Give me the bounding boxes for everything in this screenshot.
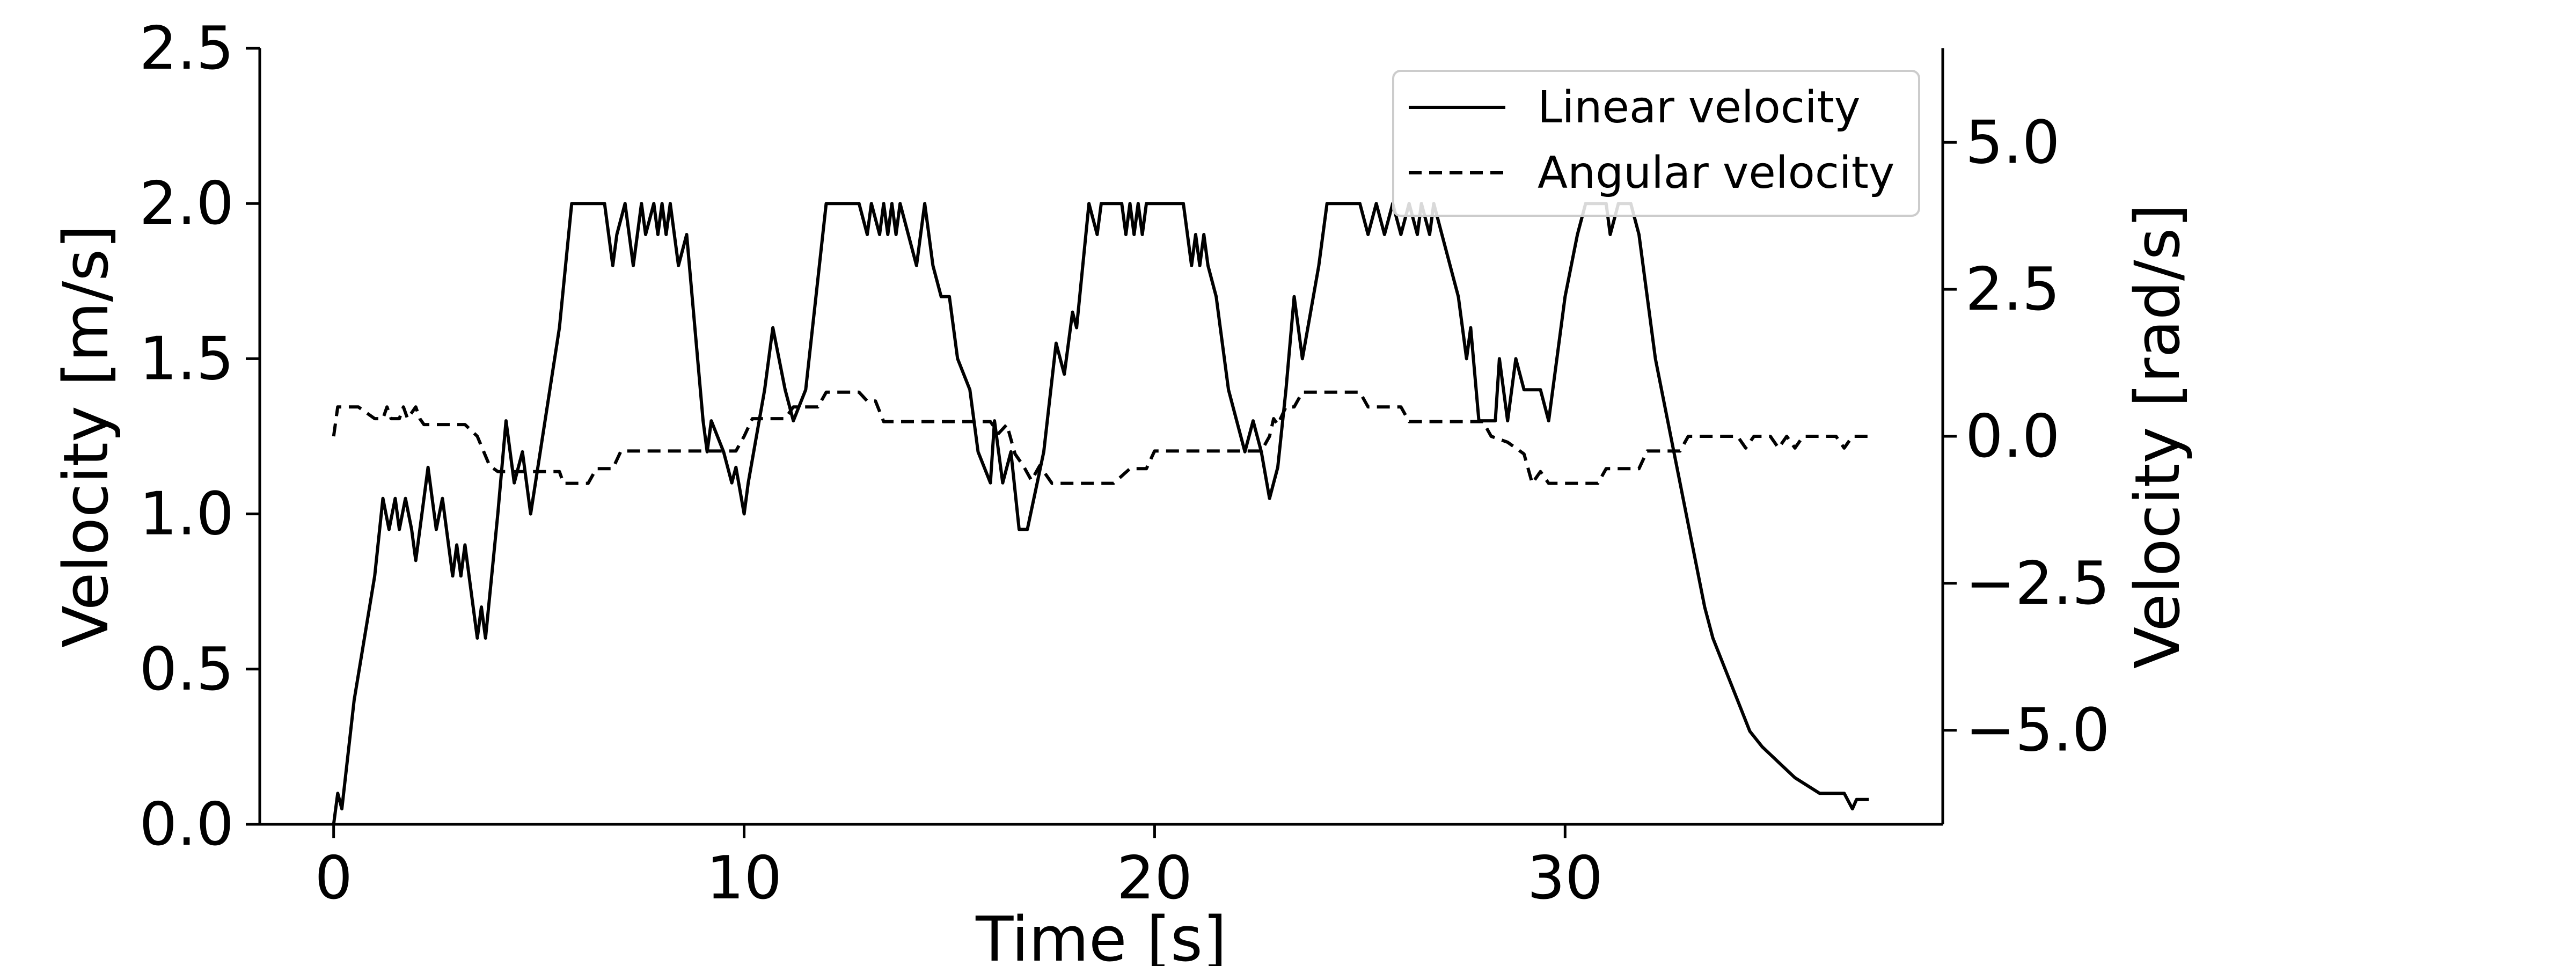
- x-tick-label: 20: [1117, 844, 1192, 913]
- y2-tick-label: 0.0: [1965, 402, 2060, 471]
- legend-label-angular: Angular velocity: [1538, 148, 1894, 199]
- y2-tick-label: −5.0: [1965, 696, 2110, 765]
- series-line-angular-velocity: [332, 390, 1869, 485]
- y-tick-label: 1.5: [139, 324, 234, 393]
- y2-axis-label: Velocity [rad/s]: [2122, 204, 2194, 669]
- y-tick-label: 2.0: [139, 169, 234, 238]
- legend-label-linear: Linear velocity: [1538, 82, 1860, 133]
- y2-tick-label: −2.5: [1965, 549, 2110, 618]
- y-tick-label: 2.5: [139, 14, 234, 83]
- y-axis-label: Velocity [m/s]: [50, 225, 122, 648]
- legend-box: [1392, 70, 1920, 217]
- x-tick-label: 10: [706, 844, 782, 913]
- x-tick-label: 30: [1527, 844, 1603, 913]
- series-line-linear-velocity: [332, 202, 1869, 825]
- y-tick-label: 1.0: [139, 480, 234, 549]
- x-tick-label: 0: [314, 844, 353, 913]
- ticks: 0 10 20 30 0.0 0.5 1.0 1.5 2.0 2.5 −5.0 −2.5 0.0 2.5 5…: [139, 14, 2110, 913]
- y2-tick-label: 5.0: [1965, 108, 2060, 177]
- x-axis-label: Time [s]: [975, 904, 1227, 966]
- y2-tick-label: 2.5: [1965, 255, 2060, 324]
- y-tick-label: 0.5: [139, 635, 234, 704]
- legend: Linear velocity Angular velocity: [1392, 70, 1920, 217]
- y-tick-label: 0.0: [139, 790, 234, 859]
- series-layer: [332, 202, 1869, 825]
